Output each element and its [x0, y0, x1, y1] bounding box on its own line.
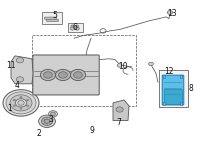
Circle shape [13, 105, 15, 106]
Polygon shape [163, 102, 165, 105]
Circle shape [15, 99, 27, 107]
Text: 2: 2 [37, 128, 41, 138]
Circle shape [44, 72, 52, 78]
Text: 7: 7 [117, 118, 121, 127]
Circle shape [70, 69, 86, 81]
FancyBboxPatch shape [45, 17, 56, 19]
FancyBboxPatch shape [47, 19, 58, 22]
Text: 6: 6 [73, 23, 77, 32]
Circle shape [27, 99, 29, 101]
Polygon shape [180, 75, 182, 78]
Circle shape [6, 92, 36, 114]
Text: 11: 11 [6, 61, 16, 70]
Bar [68, 23, 83, 32]
Circle shape [41, 117, 53, 125]
Circle shape [16, 58, 24, 63]
Bar [159, 70, 188, 107]
Text: 8: 8 [189, 84, 193, 93]
Circle shape [70, 27, 75, 30]
Polygon shape [113, 100, 129, 121]
Bar [42, 12, 62, 24]
FancyBboxPatch shape [33, 55, 99, 95]
Circle shape [49, 111, 57, 117]
Text: 12: 12 [164, 67, 174, 76]
Circle shape [20, 97, 22, 98]
Text: 5: 5 [53, 11, 57, 20]
Circle shape [10, 95, 32, 111]
Circle shape [59, 72, 67, 78]
Circle shape [71, 25, 74, 27]
Bar [164, 89, 182, 104]
Circle shape [20, 108, 22, 109]
Circle shape [13, 99, 15, 101]
Circle shape [116, 107, 123, 112]
Text: 4: 4 [15, 81, 19, 91]
Circle shape [117, 64, 122, 67]
Text: 10: 10 [118, 62, 128, 71]
Text: 1: 1 [7, 103, 12, 113]
Circle shape [27, 105, 29, 106]
Circle shape [76, 25, 79, 27]
Circle shape [40, 69, 56, 81]
Polygon shape [11, 56, 33, 84]
FancyBboxPatch shape [162, 75, 184, 105]
Circle shape [16, 77, 24, 82]
Polygon shape [163, 75, 165, 78]
Circle shape [75, 27, 79, 30]
Circle shape [3, 90, 39, 116]
Circle shape [18, 101, 24, 105]
Text: 9: 9 [90, 126, 94, 135]
Circle shape [39, 115, 55, 127]
Circle shape [44, 119, 50, 123]
Circle shape [149, 62, 153, 66]
Circle shape [55, 69, 71, 81]
Circle shape [167, 11, 173, 14]
Text: 3: 3 [49, 115, 53, 124]
Polygon shape [180, 102, 182, 105]
Text: 13: 13 [167, 9, 177, 19]
Circle shape [51, 112, 55, 116]
Circle shape [74, 72, 82, 78]
